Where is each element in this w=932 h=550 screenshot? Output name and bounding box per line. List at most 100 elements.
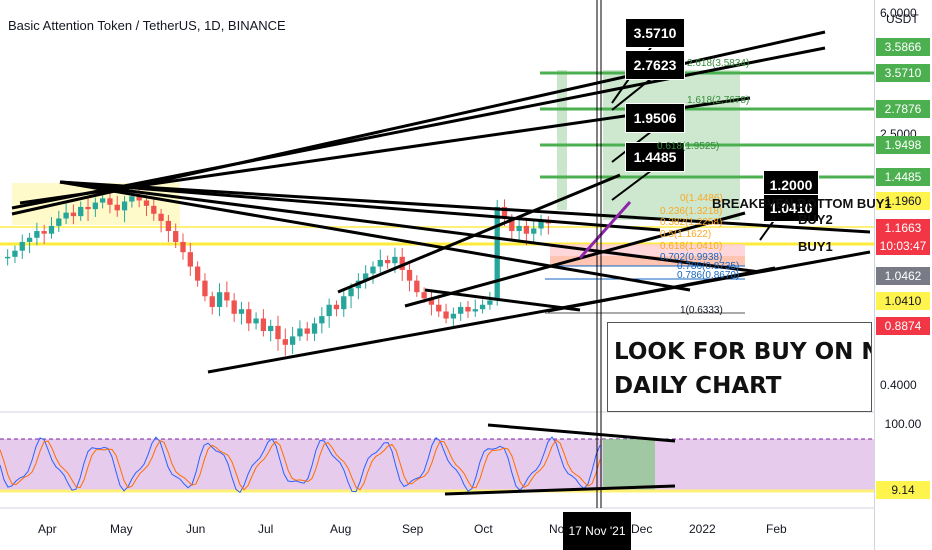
candle-body [78,206,84,217]
candle-body [304,328,310,334]
candle-body [246,309,252,324]
rsi-highlight [603,439,655,491]
candle-body [209,296,215,307]
projection-box [557,70,567,210]
trendlines [11,30,871,374]
price-label: 10:03:47 [876,237,930,255]
price-tick: 6.0000 [880,6,917,20]
price-label: 3.5866 [876,38,930,56]
candle-body [494,206,500,301]
candle-body [26,237,33,242]
fib-label: 0.382(1.2258) [660,217,723,228]
candle-body [187,252,193,267]
candle-body [384,260,391,264]
candle-body [516,225,522,232]
candle-body [63,212,69,219]
candle-body [158,213,164,221]
candle-body [238,309,245,314]
candle-body [509,218,515,232]
fib-label: 1(0.6333) [680,305,723,316]
candle-body [34,231,40,238]
fib-label: 0.786(0.8735) [677,261,740,272]
candle-body [173,231,179,242]
candle-body [85,206,91,210]
trade-label: BUY1 [798,239,833,254]
candle-body [99,198,106,203]
currency-label: USDT [886,12,919,26]
candle-body [363,273,369,281]
month-label: Oct [474,522,493,536]
month-label: Jun [186,522,206,536]
month-label: 2022 [689,522,716,536]
candle-body [399,256,405,270]
fib-label: 0.236(1.3218) [660,206,723,217]
candle-body [56,218,62,226]
candle-body [48,225,55,234]
price-label: 2.7876 [876,100,930,118]
candle-body [151,205,157,214]
price-label: 1.0410 [876,292,930,310]
fib-label: 0.618(1.0410) [660,241,723,252]
candle-body [19,241,25,251]
candle-body [70,212,77,217]
price-tick: 0.4000 [880,378,917,392]
candle-body [224,292,230,301]
price-callout: 1.0410 [763,194,819,222]
price-label: 1.0462 [876,267,930,285]
month-label: Dec [631,522,653,536]
month-label: Aug [330,522,352,536]
price-label: 1.4485 [876,168,930,186]
candle-body [443,311,449,319]
candle-body [479,304,486,310]
price-callout: 2.7623 [625,50,685,80]
note-line-2: DAILY CHART [614,373,782,399]
fib-label: 1.618(2.7678) [687,95,750,106]
symbol-title: Basic Attention Token / TetherUS, 1D, BI… [8,18,286,33]
rsi-trend-top [487,423,676,443]
rsi-d-line [0,439,601,491]
candle-body [341,296,347,310]
candle-body [326,304,332,317]
candle-body [114,204,120,211]
candle-body [216,292,223,307]
candle-body [253,318,259,324]
price-label: 9.14 [876,481,930,499]
candle-body [501,206,508,219]
candle-body [311,323,318,334]
candle-body [260,318,267,332]
candle-body [392,256,398,264]
candle-body [450,313,457,319]
candle-body [538,220,544,229]
candle-body [458,306,464,314]
candle-body [41,231,47,234]
candle-body [414,280,420,293]
candle-body [289,336,296,345]
month-label: Jul [258,522,274,536]
fib-label: 0.618(1.9525) [657,141,720,152]
candle-body [348,288,354,297]
rsi-trend-bottom [444,484,676,496]
candle-body [333,304,340,310]
candle-body [136,196,142,201]
price-label: 1.9498 [876,136,930,154]
candle-body [319,316,325,324]
candle-body [268,325,274,332]
fib-label: 2.618(3.5834) [687,58,750,69]
candle-body [297,328,303,337]
trade-label: BREAKEVEN BOTTOM BUY1 [712,196,892,211]
candle-body [143,200,150,206]
annotation-note[interactable]: LOOK FOR BUY ON NOV. 17 DAILY CHART [607,322,872,412]
price-label: 100.00 [884,417,922,431]
purple-trend [578,201,632,259]
month-label: Apr [38,522,57,536]
price-label: 3.5710 [876,64,930,82]
price-callout: 1.4485 [625,142,685,172]
crosshair-date-label: 17 Nov '21 [563,512,631,550]
fib-label: 0(1.4486) [680,193,723,204]
candle-body [472,309,478,312]
fib-label: 0.786(0.8670) [677,270,740,281]
candle-body [202,280,208,297]
candle-body [428,298,435,305]
